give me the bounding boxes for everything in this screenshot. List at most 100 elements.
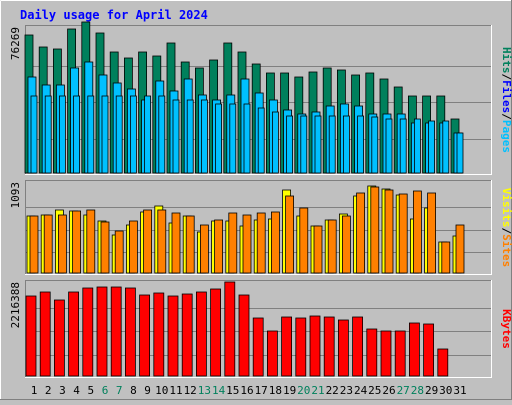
kbytes-bar	[82, 287, 94, 377]
pages-bar	[271, 111, 279, 174]
kbytes-bar	[195, 291, 207, 377]
panel-visits-sites-legend-separator: /	[500, 228, 512, 235]
sites-bar	[43, 214, 53, 274]
sites-bar	[412, 190, 422, 274]
day-label: 3	[59, 384, 66, 397]
pages-bar	[73, 95, 80, 174]
pages-bar	[172, 99, 180, 174]
kbytes-bar	[96, 286, 108, 377]
kbytes-bar	[54, 299, 65, 377]
pages-bar	[229, 103, 237, 174]
day-label: 31	[453, 384, 466, 397]
sites-bar	[256, 212, 266, 274]
panel-visits-sites-max-label: 1093	[9, 182, 22, 209]
kbytes-bar	[125, 287, 136, 377]
kbytes-bar	[25, 295, 37, 377]
day-label: 13	[198, 384, 211, 397]
day-labels: 1 2 3 4 5 6 7 8 9 10 11 12 13 14 15 16 17 18 19 20 21 22 23 24 2…	[31, 384, 467, 397]
kbytes-bar	[323, 316, 335, 377]
kbytes-bar	[408, 322, 420, 377]
panel-kbytes-legend-item: KBytes	[500, 309, 512, 349]
sites-bar	[114, 230, 124, 274]
kbytes-bar	[68, 291, 79, 377]
pages-bar	[314, 115, 322, 174]
sites-bar	[228, 212, 238, 274]
pages-bar	[428, 120, 436, 174]
sites-bar	[171, 212, 181, 274]
kbytes-bar	[366, 328, 378, 377]
panel-kbytes-legend: KBytes	[500, 309, 512, 349]
pages-bar	[371, 116, 379, 174]
pages-bar	[342, 115, 350, 174]
sites-bar	[58, 214, 67, 274]
kbytes-bar	[210, 288, 222, 377]
day-label: 14	[212, 384, 226, 397]
pages-bar	[129, 95, 137, 174]
day-label: 22	[326, 384, 339, 397]
pages-bar	[413, 118, 421, 174]
pages-bar	[115, 95, 123, 174]
pages-bar	[101, 95, 109, 174]
pages-bar	[300, 115, 308, 174]
sites-bar	[86, 209, 96, 274]
sites-bar	[29, 215, 39, 274]
day-label: 9	[144, 384, 151, 397]
sites-bar	[242, 214, 252, 274]
pages-bar	[158, 95, 166, 174]
panel-kbytes: 2216388 KBytes	[9, 280, 512, 378]
day-label: 4	[73, 384, 80, 397]
day-label: 15	[226, 384, 239, 397]
kbytes-bar	[309, 315, 321, 377]
pages-bar	[456, 132, 464, 174]
panel-hits-files-pages-legend-separator: /	[500, 74, 512, 81]
kbytes-bar	[252, 317, 264, 377]
kbytes-bar	[139, 294, 151, 377]
sites-bar	[441, 241, 451, 274]
day-label: 12	[184, 384, 197, 397]
day-label: 10	[155, 384, 168, 397]
sites-bar	[455, 224, 465, 274]
pages-bar	[357, 115, 365, 174]
kbytes-bar	[380, 330, 392, 377]
day-label: 28	[411, 384, 424, 397]
sites-bar	[398, 193, 408, 274]
pages-bar	[200, 99, 208, 174]
panel-hits-files-pages-legend-separator: /	[500, 113, 512, 120]
chart-title: Daily usage for April 2024	[20, 8, 208, 22]
sites-bar	[370, 186, 380, 274]
sites-bar	[313, 225, 323, 274]
pages-bar	[215, 103, 223, 174]
day-label: 25	[368, 384, 381, 397]
sites-bar	[427, 192, 437, 274]
kbytes-bar	[352, 316, 364, 377]
panel-kbytes-bars	[25, 281, 449, 377]
sites-bar	[72, 210, 81, 274]
panel-hits-files-pages-legend-item: Files	[500, 80, 512, 113]
kbytes-bar	[266, 330, 278, 377]
pages-bar	[144, 95, 152, 174]
sites-bar	[157, 209, 167, 274]
day-label: 1	[31, 384, 38, 397]
sites-bar	[214, 219, 224, 274]
kbytes-bar	[153, 292, 165, 377]
day-label: 30	[439, 384, 452, 397]
sites-bar	[128, 220, 138, 274]
day-label: 2	[45, 384, 52, 397]
day-label: 21	[311, 384, 324, 397]
day-label: 8	[130, 384, 137, 397]
kbytes-bar	[167, 295, 179, 377]
kbytes-bar	[423, 323, 435, 377]
day-label: 29	[425, 384, 438, 397]
sites-bar	[100, 221, 110, 274]
kbytes-bar	[39, 291, 51, 377]
sites-bar	[270, 211, 280, 274]
day-label: 7	[116, 384, 123, 397]
sites-bar	[356, 192, 366, 274]
pages-bar	[243, 103, 251, 174]
day-label: 6	[102, 384, 109, 397]
pages-bar	[442, 120, 450, 174]
day-label: 26	[382, 384, 395, 397]
